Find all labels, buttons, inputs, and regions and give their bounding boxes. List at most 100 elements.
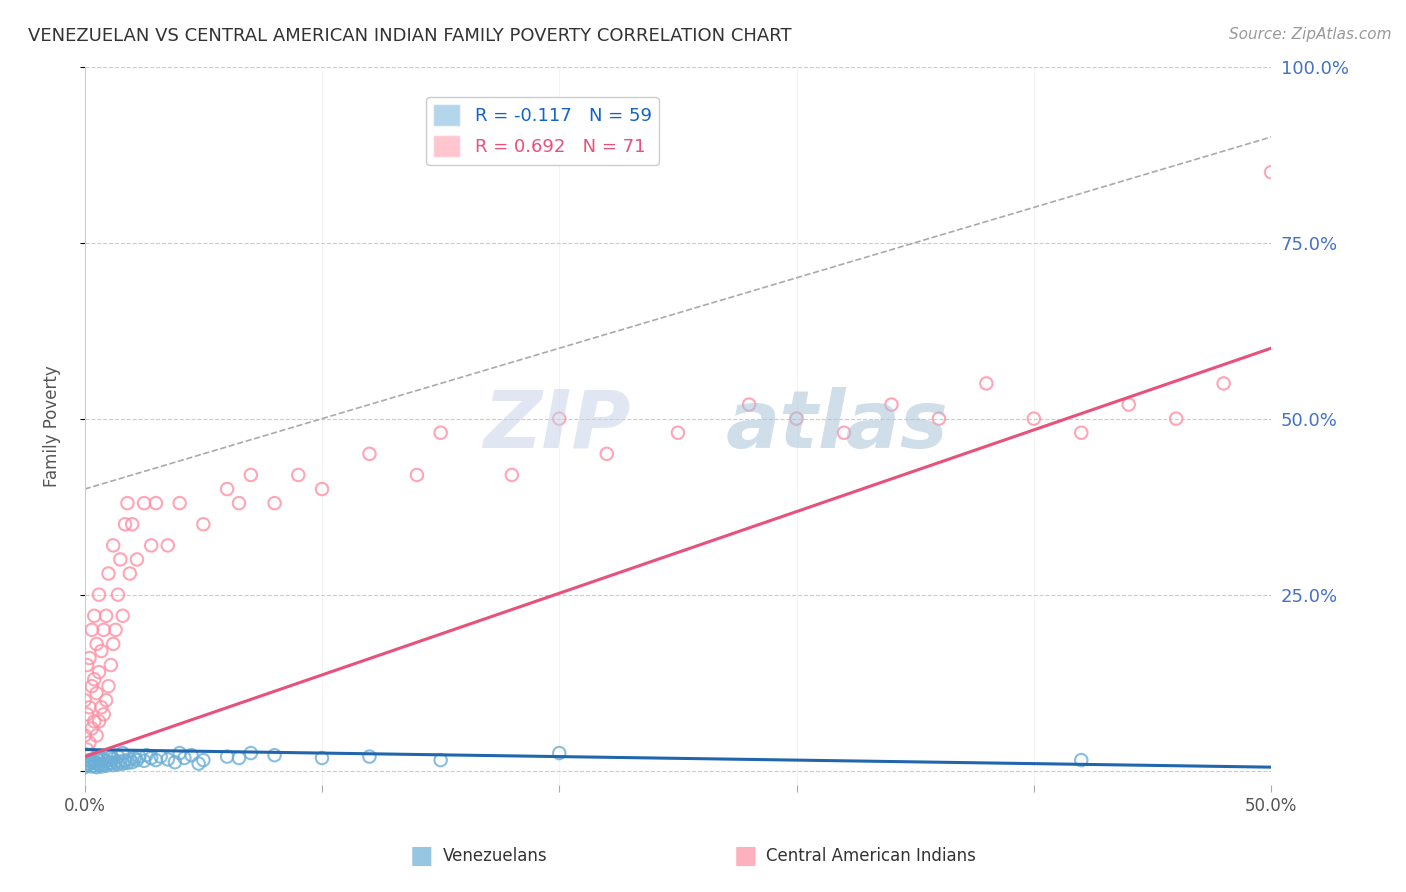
Point: [107, 588, 129, 602]
Y-axis label: Family Poverty: Family Poverty: [44, 365, 60, 486]
Point: [94, 754, 117, 768]
Point: [87, 758, 110, 772]
Point: [156, 538, 179, 552]
Point: [145, 753, 167, 767]
Point: [111, 746, 134, 760]
Point: [125, 552, 148, 566]
Point: [666, 425, 689, 440]
Point: [80, 759, 103, 773]
Point: [832, 425, 855, 440]
Point: [141, 538, 163, 552]
Point: [1260, 165, 1282, 179]
Point: [149, 749, 172, 764]
Point: [86, 749, 108, 764]
Point: [97, 756, 120, 771]
Point: [80, 722, 103, 736]
Point: [1212, 376, 1234, 391]
Point: [90, 644, 112, 658]
Text: Source: ZipAtlas.com: Source: ZipAtlas.com: [1229, 27, 1392, 42]
Point: [239, 467, 262, 482]
Text: ■: ■: [734, 845, 756, 868]
Point: [86, 760, 108, 774]
Point: [79, 735, 101, 749]
Point: [97, 679, 120, 693]
Point: [73, 693, 96, 707]
Point: [786, 411, 808, 425]
Point: [114, 517, 136, 532]
Text: ■: ■: [411, 845, 433, 868]
Point: [90, 700, 112, 714]
Point: [110, 552, 132, 566]
Point: [156, 752, 179, 766]
Point: [132, 496, 155, 510]
Point: [94, 608, 117, 623]
Point: [103, 758, 125, 772]
Point: [1070, 425, 1092, 440]
Point: [187, 756, 209, 771]
Point: [90, 759, 112, 773]
Point: [1166, 411, 1188, 425]
Point: [100, 756, 122, 770]
Text: Central American Indians: Central American Indians: [766, 847, 976, 865]
Point: [94, 693, 117, 707]
Point: [83, 758, 105, 772]
Point: [103, 538, 125, 552]
Point: [169, 746, 191, 760]
Point: [429, 425, 451, 440]
Point: [429, 753, 451, 767]
Point: [118, 752, 141, 766]
Point: [107, 757, 129, 772]
Point: [406, 467, 429, 482]
Point: [87, 588, 110, 602]
Point: [79, 753, 101, 767]
Point: [79, 700, 101, 714]
Point: [76, 742, 98, 756]
Point: [359, 447, 381, 461]
Point: [111, 608, 134, 623]
Point: [103, 637, 125, 651]
Point: [100, 750, 122, 764]
Point: [132, 754, 155, 768]
Point: [93, 757, 115, 772]
Text: VENEZUELAN VS CENTRAL AMERICAN INDIAN FAMILY POVERTY CORRELATION CHART: VENEZUELAN VS CENTRAL AMERICAN INDIAN FA…: [28, 27, 792, 45]
Point: [928, 411, 950, 425]
Point: [128, 749, 150, 764]
Point: [76, 658, 98, 673]
Point: [976, 376, 998, 391]
Point: [193, 753, 215, 767]
Point: [83, 755, 105, 769]
Point: [135, 748, 157, 763]
Point: [125, 753, 148, 767]
Point: [118, 566, 141, 581]
Point: [79, 756, 101, 771]
Point: [94, 758, 117, 772]
Point: [87, 665, 110, 679]
Point: [169, 496, 191, 510]
Point: [111, 756, 134, 771]
Point: [100, 658, 122, 673]
Point: [97, 566, 120, 581]
Point: [548, 411, 571, 425]
Point: [76, 707, 98, 722]
Point: [217, 482, 239, 496]
Point: [86, 637, 108, 651]
Point: [121, 756, 143, 770]
Point: [83, 608, 105, 623]
Point: [239, 746, 262, 760]
Point: [97, 748, 120, 763]
Point: [80, 756, 103, 770]
Text: atlas: atlas: [725, 386, 948, 465]
Point: [80, 679, 103, 693]
Point: [110, 755, 132, 769]
Point: [311, 482, 333, 496]
Point: [83, 714, 105, 729]
Point: [83, 672, 105, 686]
Point: [86, 686, 108, 700]
Point: [87, 714, 110, 729]
Point: [228, 496, 250, 510]
Text: ZIP: ZIP: [484, 386, 630, 465]
Point: [141, 751, 163, 765]
Point: [359, 749, 381, 764]
Point: [1070, 753, 1092, 767]
Point: [76, 758, 98, 772]
